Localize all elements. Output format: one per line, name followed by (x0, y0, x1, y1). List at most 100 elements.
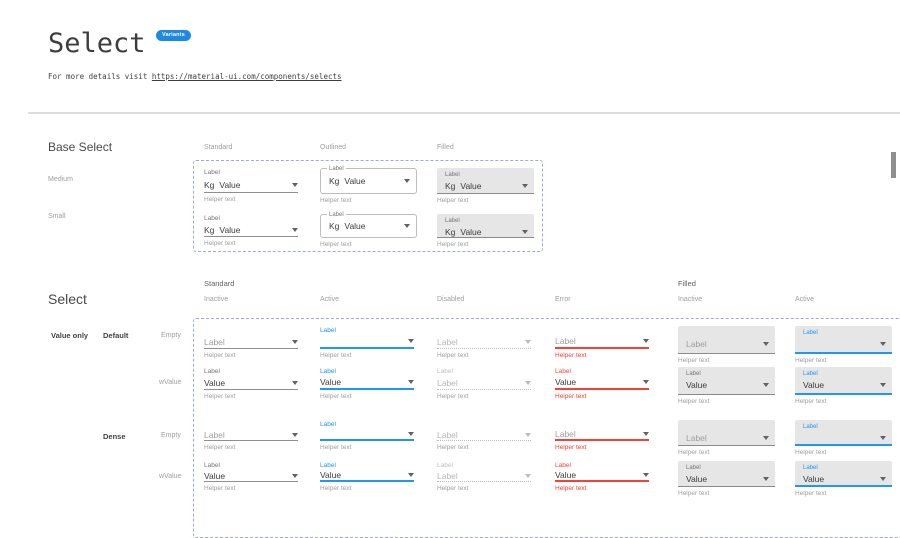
helper-text: Helper text (555, 352, 587, 359)
select-input[interactable]: Value (320, 376, 414, 390)
select-input[interactable]: Label (204, 335, 298, 349)
select-filled-active-default-wvalue[interactable]: Label Value Helper text (795, 367, 892, 405)
scrollbar-thumb[interactable] (891, 152, 896, 178)
select-standard-active-default-empty[interactable]: Label Helper text (320, 326, 414, 359)
select-input[interactable]: Label Kg Value (320, 211, 417, 238)
select-filled-inactive-default-empty[interactable]: Label Helper text (678, 326, 775, 364)
base-select-title: Base Select (48, 140, 113, 154)
select-input[interactable]: Label Value (678, 367, 775, 395)
select-value: Value (686, 474, 708, 484)
select-value-row (803, 431, 886, 445)
select-input[interactable]: Label Value (795, 367, 892, 395)
select-adornment: Kg (329, 221, 340, 231)
variants-badge[interactable]: Variants (156, 30, 192, 41)
helper-text: Helper text (555, 444, 587, 451)
select-input[interactable]: Label (437, 470, 531, 482)
dropdown-caret-icon (292, 473, 298, 478)
dropdown-caret-icon (880, 342, 886, 346)
select-input[interactable]: Value (204, 376, 298, 390)
select-outlined-inactive-base-small[interactable]: Label Kg Value Helper text (320, 211, 417, 248)
select-input[interactable]: Value (204, 470, 298, 482)
select-floating-label (204, 420, 298, 429)
select-floating-label: Label (803, 330, 818, 336)
select-standard-error-default-empty[interactable]: Label Helper text (555, 326, 649, 359)
select-value-row: Value (803, 378, 886, 392)
select-standard-inactive-base-small[interactable]: Label Kg Value Helper text (204, 214, 298, 247)
select-input[interactable] (320, 429, 414, 441)
select-value: Label (437, 336, 458, 347)
select-filled-inactive-base-small[interactable]: Label Kg Value Helper text (437, 214, 534, 248)
helper-text: Helper text (204, 352, 236, 359)
select-floating-label (555, 326, 649, 335)
select-value: Value (219, 179, 241, 190)
select-input[interactable]: Value (555, 470, 649, 482)
column-header-standard-disabled: Disabled (437, 296, 465, 303)
select-input[interactable]: Label (204, 429, 298, 441)
select-standard-inactive-base-medium[interactable]: Label Kg Value Helper text (204, 168, 298, 203)
select-standard-disabled-default-wvalue[interactable]: Label Label Helper text (437, 367, 531, 400)
select-input[interactable]: Label Value (678, 461, 775, 487)
select-input[interactable]: Label (795, 420, 892, 446)
select-standard-active-dense-empty[interactable]: Label Helper text (320, 420, 414, 451)
select-filled-active-default-empty[interactable]: Label Helper text (795, 326, 892, 364)
select-input[interactable]: Value (320, 470, 414, 482)
base-column-header-filled: Filled (437, 144, 454, 151)
helper-text: Helper text (437, 485, 469, 492)
select-standard-disabled-dense-empty[interactable]: Label Helper text (437, 420, 531, 451)
helper-text: Helper text (437, 241, 469, 248)
select-outlined-inactive-base-medium[interactable]: Label Kg Value Helper text (320, 165, 417, 204)
select-input[interactable]: Label Kg Value (437, 214, 534, 238)
select-filled-inactive-default-wvalue[interactable]: Label Value Helper text (678, 367, 775, 405)
select-input[interactable]: Label Kg Value (437, 168, 534, 194)
select-value: Value (555, 377, 577, 387)
select-standard-inactive-dense-wvalue[interactable]: Label Value Helper text (204, 461, 298, 492)
select-input[interactable]: Label (437, 335, 531, 349)
select-filled-active-dense-empty[interactable]: Label Helper text (795, 420, 892, 456)
dropdown-caret-icon (880, 436, 886, 440)
select-filled-inactive-base-medium[interactable]: Label Kg Value Helper text (437, 168, 534, 204)
row-section-default: Default (103, 331, 129, 340)
select-standard-active-default-wvalue[interactable]: Label Value Helper text (320, 367, 414, 400)
select-input[interactable]: Label (437, 429, 531, 441)
select-input[interactable] (320, 335, 414, 349)
select-standard-inactive-dense-empty[interactable]: Label Helper text (204, 420, 298, 451)
select-floating-label: Label (437, 462, 453, 469)
select-input[interactable]: Label (555, 429, 649, 441)
select-value-row: Kg Value (445, 179, 528, 193)
select-input[interactable]: Label (678, 420, 775, 446)
dropdown-caret-icon (763, 436, 769, 440)
group-header-filled: Filled (678, 279, 696, 288)
select-value-row: Value (686, 472, 769, 486)
select-standard-disabled-default-empty[interactable]: Label Helper text (437, 326, 531, 359)
select-input[interactable]: Value (555, 376, 649, 390)
select-matrix-title: Select (48, 291, 87, 307)
select-input[interactable]: Label (678, 326, 775, 354)
dropdown-caret-icon (408, 432, 414, 436)
row-header-dense-empty: Empty (161, 432, 181, 439)
docs-link[interactable]: https://material-ui.com/components/selec… (151, 72, 342, 81)
select-input[interactable]: Kg Value (204, 223, 298, 237)
select-standard-disabled-dense-wvalue[interactable]: Label Label Helper text (437, 461, 531, 492)
select-value-row (803, 337, 886, 351)
select-standard-error-default-wvalue[interactable]: Label Value Helper text (555, 367, 649, 400)
select-standard-active-dense-wvalue[interactable]: Label Value Helper text (320, 461, 414, 492)
select-floating-label: Label (327, 165, 346, 173)
select-input[interactable]: Label (555, 335, 649, 349)
select-standard-inactive-default-wvalue[interactable]: Label Value Helper text (204, 367, 298, 400)
select-filled-inactive-dense-empty[interactable]: Label Helper text (678, 420, 775, 456)
helper-text: Helper text (795, 398, 827, 405)
subtitle: For more details visit https://material-… (48, 72, 342, 81)
select-value: Value (686, 380, 708, 390)
select-standard-error-dense-empty[interactable]: Label Helper text (555, 420, 649, 451)
select-input[interactable]: Label Kg Value (320, 165, 417, 194)
select-filled-active-dense-wvalue[interactable]: Label Value Helper text (795, 461, 892, 497)
select-filled-inactive-dense-wvalue[interactable]: Label Value Helper text (678, 461, 775, 497)
select-input[interactable]: Label (437, 376, 531, 390)
select-value: Value (204, 377, 226, 388)
select-standard-inactive-default-empty[interactable]: Label Helper text (204, 326, 298, 359)
select-input[interactable]: Label (795, 326, 892, 354)
select-standard-error-dense-wvalue[interactable]: Label Value Helper text (555, 461, 649, 492)
select-input[interactable]: Kg Value (204, 177, 298, 193)
helper-text: Helper text (795, 449, 827, 456)
select-input[interactable]: Label Value (795, 461, 892, 487)
